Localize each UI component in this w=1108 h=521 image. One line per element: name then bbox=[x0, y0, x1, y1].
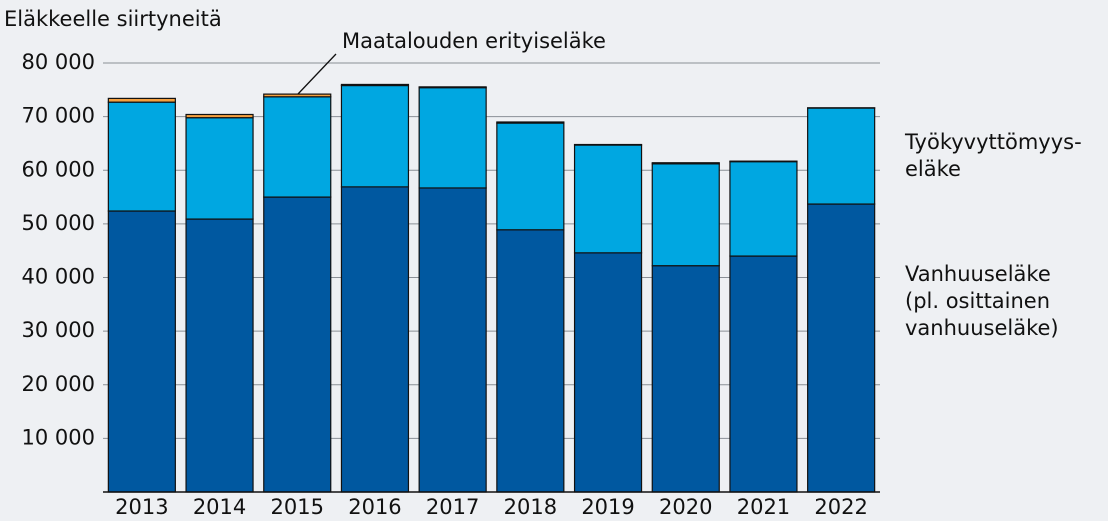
bar-segment bbox=[107, 97, 176, 103]
series-label: Vanhuuseläke (pl. osittainen vanhuuseläke) bbox=[905, 262, 1059, 340]
bar-segment bbox=[185, 218, 254, 493]
bar-segment bbox=[185, 113, 254, 119]
series-label: Maatalouden erityiseläke bbox=[342, 29, 606, 53]
bar-segment bbox=[263, 96, 332, 198]
bar-segment bbox=[340, 83, 410, 87]
x-tick-label: 2021 bbox=[737, 495, 790, 519]
bar-segment bbox=[418, 187, 487, 493]
bar-segment bbox=[107, 101, 176, 212]
bar-segment bbox=[651, 162, 720, 165]
bar-segment bbox=[418, 86, 487, 89]
bar-segment bbox=[729, 255, 798, 493]
bar-segment bbox=[729, 160, 798, 163]
bar-segment bbox=[651, 265, 720, 493]
x-tick-label: 2015 bbox=[271, 495, 324, 519]
bar-segment bbox=[496, 229, 565, 493]
y-tick-label: 40 000 bbox=[22, 265, 95, 289]
leader-line bbox=[297, 53, 337, 95]
bar-segment bbox=[651, 163, 720, 267]
x-tick-label: 2016 bbox=[348, 495, 401, 519]
series-label: Työkyvyttömyys-eläke bbox=[904, 130, 1082, 181]
bar-segment bbox=[107, 210, 176, 493]
bar-segment bbox=[340, 84, 410, 188]
bar-segment bbox=[573, 252, 643, 493]
bar-segment bbox=[573, 144, 643, 254]
bar-segment bbox=[807, 107, 876, 205]
y-tick-label: 10 000 bbox=[22, 425, 95, 449]
x-tick-label: 2022 bbox=[814, 495, 867, 519]
bar-segment bbox=[263, 93, 332, 98]
bar-segment bbox=[807, 203, 876, 493]
bar-segment bbox=[263, 196, 332, 493]
bar-segment bbox=[185, 117, 254, 220]
bar-segment bbox=[729, 161, 798, 257]
y-axis-label: Eläkkeelle siirtyneitä bbox=[4, 7, 222, 31]
x-tick-label: 2018 bbox=[504, 495, 557, 519]
y-tick-label: 30 000 bbox=[22, 318, 95, 342]
x-tick-label: 2019 bbox=[581, 495, 634, 519]
x-tick-label: 2017 bbox=[426, 495, 479, 519]
bar-segment bbox=[340, 186, 410, 493]
bar-segment bbox=[418, 87, 487, 189]
y-tick-label: 20 000 bbox=[22, 372, 95, 396]
x-tick-label: 2014 bbox=[193, 495, 246, 519]
bar-segment bbox=[496, 122, 565, 231]
x-tick-label: 2013 bbox=[115, 495, 168, 519]
y-tick-label: 70 000 bbox=[22, 104, 95, 128]
bar-segment bbox=[573, 143, 643, 146]
bar-segment bbox=[496, 121, 565, 124]
x-tick-label: 2020 bbox=[659, 495, 712, 519]
y-tick-label: 50 000 bbox=[22, 211, 95, 235]
y-tick-label: 60 000 bbox=[22, 157, 95, 181]
y-tick-label: 80 000 bbox=[22, 50, 95, 74]
